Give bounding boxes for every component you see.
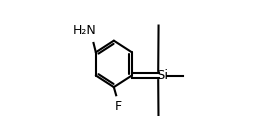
Text: F: F [115,101,122,113]
Text: Si: Si [157,69,169,82]
Text: H₂N: H₂N [72,24,96,37]
